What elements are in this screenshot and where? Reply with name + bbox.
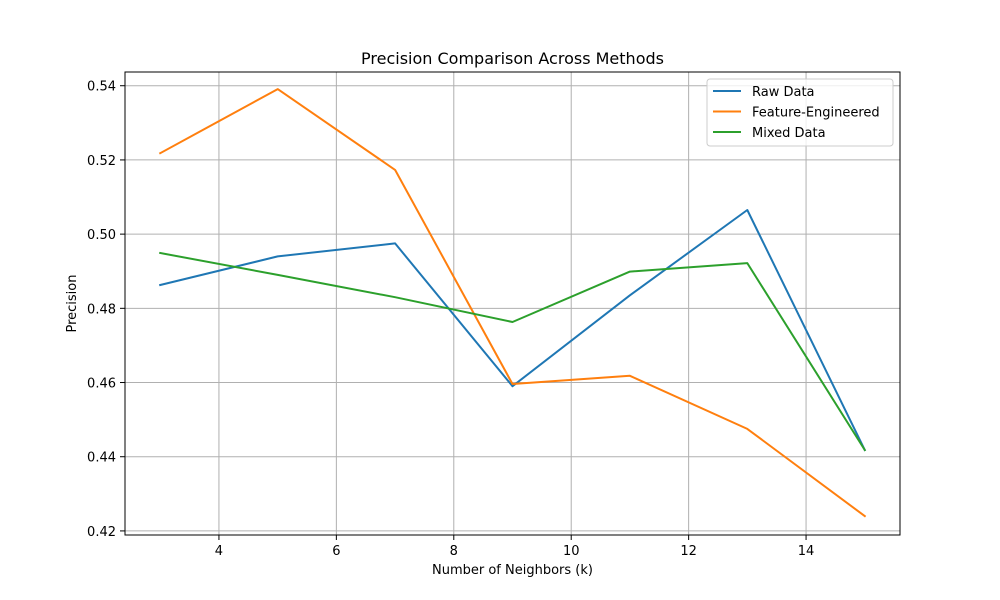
x-axis-label: Number of Neighbors (k) [432,563,593,578]
chart-title: Precision Comparison Across Methods [361,49,664,68]
y-tick-label: 0.48 [87,302,116,317]
x-tick-label: 6 [332,544,340,559]
y-tick-label: 0.54 [87,80,116,95]
grid [125,72,900,535]
series-group [158,88,867,518]
plot-frame [124,71,901,536]
legend-label: Mixed Data [752,126,826,141]
x-tick-label: 14 [798,544,815,559]
y-tick-label: 0.50 [87,228,116,243]
x-tick-label: 10 [563,544,580,559]
y-axis-label: Precision [65,274,80,332]
y-tick-label: 0.46 [87,377,116,392]
legend-label: Feature-Engineered [752,106,880,121]
axis-ticks: 4 6 8 10 12 14 0.42 0.44 0.46 0.48 0.50 0.52 0.54 [87,80,814,559]
legend-box [706,78,894,147]
x-tick-label: 4 [215,544,223,559]
series-line-feature-engineered [158,88,867,518]
series-line-mixed-data [159,251,867,452]
x-tick-label: 8 [450,544,458,559]
legend: Raw Data Feature-Engineered Mixed Data [706,78,894,147]
y-tick-label: 0.52 [87,154,116,169]
y-tick-label: 0.42 [87,525,116,540]
y-tick-label: 0.44 [87,451,116,466]
legend-label: Raw Data [752,85,815,100]
x-tick-label: 12 [680,544,697,559]
series-line-raw-data [158,209,867,452]
